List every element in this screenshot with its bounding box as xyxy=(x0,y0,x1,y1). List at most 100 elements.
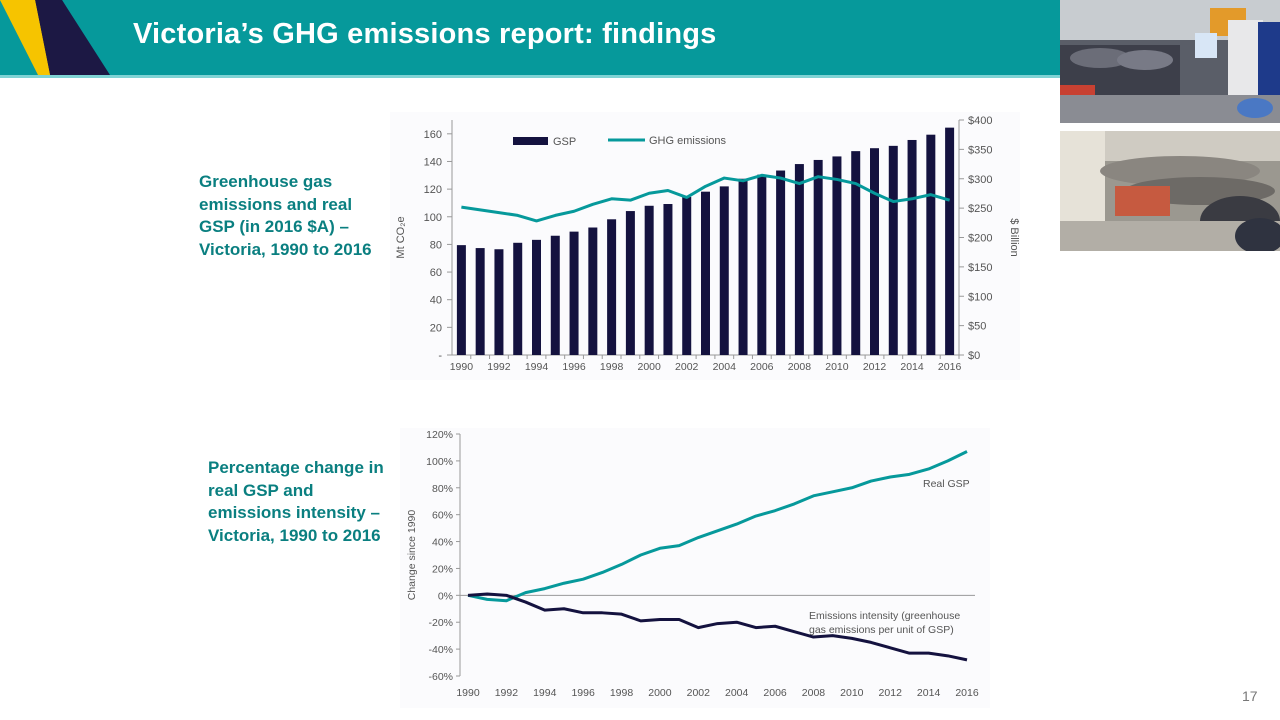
x-tick-label: 1990 xyxy=(450,361,474,373)
legend-ghg-label: GHG emissions xyxy=(649,135,727,147)
right-tick-label: $350 xyxy=(968,144,992,156)
gsp-bar xyxy=(588,227,598,355)
x-tick-label: 2006 xyxy=(763,687,787,699)
x-tick-label: 1996 xyxy=(571,687,595,699)
y-tick-label: 0% xyxy=(438,590,453,602)
x-tick-label: 2004 xyxy=(725,687,749,699)
gsp-bar xyxy=(757,174,767,355)
gsp-bar xyxy=(663,204,673,355)
gsp-bar xyxy=(945,127,955,355)
audience-photo-2 xyxy=(1060,131,1280,251)
x-tick-label: 1998 xyxy=(600,361,624,373)
video-feed-1 xyxy=(1060,0,1280,123)
chart1-ghg-gsp: - 20 40 60 80 100 120 140 160 $0 $50 $100 $150 $200 $2… xyxy=(395,115,1020,373)
gsp-bar xyxy=(701,191,710,355)
x-tick-label: 2000 xyxy=(637,361,661,373)
y-axis-label-left: Mt CO₂e xyxy=(395,216,407,258)
page-number: 17 xyxy=(1242,688,1258,704)
slide-header: Victoria’s GHG emissions report: finding… xyxy=(0,0,1060,78)
victoria-logo-icon xyxy=(0,0,110,75)
real-gsp-annotation: Real GSP xyxy=(923,478,970,490)
left-tick-label: 160 xyxy=(424,129,442,141)
y-tick-label: 20% xyxy=(432,563,453,575)
x-tick-label: 2014 xyxy=(917,687,941,699)
gsp-bar xyxy=(776,170,786,355)
left-tick-label: 100 xyxy=(424,212,442,224)
slide-title: Victoria’s GHG emissions report: finding… xyxy=(133,18,717,50)
right-tick-label: $100 xyxy=(968,291,992,303)
x-tick-label: 1996 xyxy=(562,361,586,373)
gsp-bar xyxy=(719,186,729,355)
x-tick-label: 2010 xyxy=(840,687,864,699)
gsp-bar xyxy=(682,196,692,355)
x-tick-label: 1992 xyxy=(487,361,511,373)
left-tick-label: 80 xyxy=(430,239,442,251)
left-tick-label: 140 xyxy=(424,156,442,168)
gsp-bar xyxy=(907,139,917,355)
video-feed-2 xyxy=(1060,131,1280,251)
gsp-bar xyxy=(794,164,804,355)
gsp-bar xyxy=(625,211,635,355)
y-tick-label: 100% xyxy=(426,456,453,468)
right-tick-label: $50 xyxy=(968,321,986,333)
left-tick-label: 20 xyxy=(430,322,442,334)
right-tick-label: $300 xyxy=(968,174,992,186)
chart2-background xyxy=(400,428,990,708)
gsp-bar xyxy=(888,145,898,355)
left-tick-label: 120 xyxy=(424,184,442,196)
y-tick-label: 120% xyxy=(426,429,453,441)
x-tick-label: 2008 xyxy=(788,361,812,373)
chart1-description: Greenhouse gas emissions and real GSP (i… xyxy=(199,172,372,259)
right-tick-label: $0 xyxy=(968,350,980,362)
gsp-bar xyxy=(813,159,823,355)
right-tick-label: $250 xyxy=(968,203,992,215)
audience-photo-1 xyxy=(1060,0,1280,123)
x-tick-label: 2002 xyxy=(687,687,711,699)
left-tick-label: 40 xyxy=(430,295,442,307)
gsp-bar xyxy=(851,151,861,355)
x-tick-label: 2004 xyxy=(713,361,737,373)
gsp-bar xyxy=(550,235,560,355)
gsp-bar xyxy=(494,249,504,355)
x-tick-label: 2008 xyxy=(802,687,826,699)
x-tick-label: 2012 xyxy=(879,687,903,699)
x-tick-label: 2006 xyxy=(750,361,774,373)
chart2-description: Percentage change in real GSP and emissi… xyxy=(208,458,384,545)
y-axis-label: Change since 1990 xyxy=(406,510,418,601)
gsp-bar xyxy=(456,245,466,355)
gsp-bar xyxy=(644,205,654,355)
emissions-intensity-annotation-line1: Emissions intensity (greenhouse xyxy=(809,610,960,622)
legend-gsp-label: GSP xyxy=(553,136,576,148)
right-tick-label: $400 xyxy=(968,115,992,127)
gsp-bar xyxy=(569,231,579,355)
gsp-bar xyxy=(870,148,879,355)
y-tick-label: -60% xyxy=(428,671,453,683)
right-tick-label: $150 xyxy=(968,262,992,274)
gsp-bar xyxy=(513,242,523,355)
x-tick-label: 2016 xyxy=(938,361,962,373)
gsp-bar xyxy=(532,239,541,355)
gsp-bar xyxy=(607,219,617,355)
y-tick-label: 40% xyxy=(432,537,453,549)
y-tick-label: -40% xyxy=(428,644,453,656)
y-tick-label: 60% xyxy=(432,510,453,522)
x-tick-label: 2010 xyxy=(825,361,849,373)
y-axis-label-right: $ Billion xyxy=(1008,218,1020,257)
right-tick-label: $200 xyxy=(968,233,992,245)
x-tick-label: 2000 xyxy=(648,687,672,699)
left-tick-label: 60 xyxy=(430,267,442,279)
y-tick-label: -20% xyxy=(428,617,453,629)
legend-gsp-swatch xyxy=(513,137,548,145)
x-tick-label: 2012 xyxy=(863,361,887,373)
x-tick-label: 2014 xyxy=(900,361,924,373)
real-gsp-line xyxy=(467,450,968,603)
x-tick-label: 1994 xyxy=(525,361,549,373)
x-tick-label: 1992 xyxy=(495,687,519,699)
y-tick-label: 80% xyxy=(432,483,453,495)
emissions-intensity-annotation-line2: gas emissions per unit of GSP) xyxy=(809,624,954,636)
gsp-bar xyxy=(926,134,936,355)
chart2-percentage-change: 120% 100% 80% 60% 40% 20% 0% -20% -40% -60% Change… xyxy=(406,429,979,699)
gsp-bar xyxy=(832,156,842,355)
x-tick-label: 1998 xyxy=(610,687,634,699)
x-tick-label: 1990 xyxy=(456,687,480,699)
